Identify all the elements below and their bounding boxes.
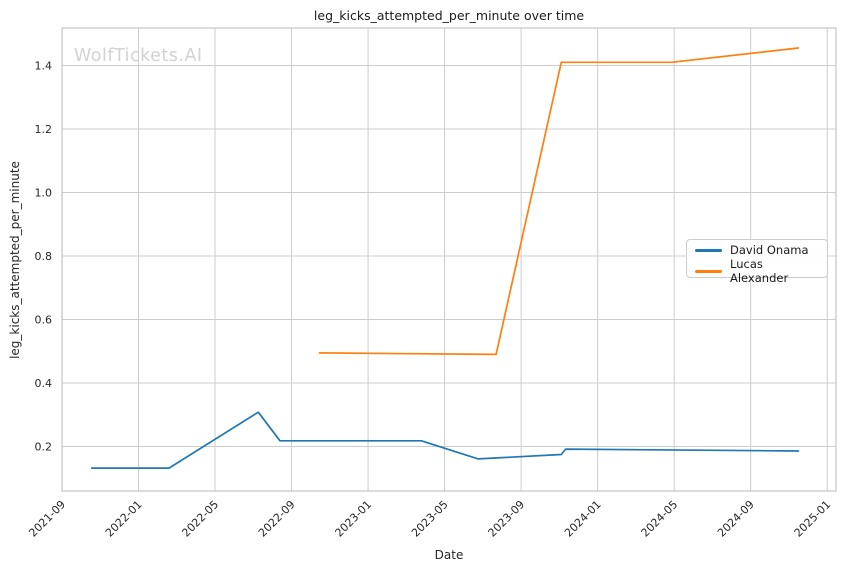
x-tick-label: 2023-05 <box>409 498 451 540</box>
x-tick-label: 2024-09 <box>715 498 757 540</box>
x-axis-label: Date <box>434 548 464 562</box>
legend-swatch-david-onama <box>695 248 722 252</box>
y-tick-label: 1.2 <box>35 123 53 136</box>
y-tick-label: 1.4 <box>35 59 53 72</box>
series-line-david-onama <box>90 411 800 469</box>
legend-label-david-onama: David Onama <box>730 243 809 257</box>
x-tick-label: 2022-05 <box>179 498 221 540</box>
x-tick-label: 2022-09 <box>256 498 298 540</box>
x-tick-label: 2023-09 <box>486 498 528 540</box>
legend: David Onama Lucas Alexander <box>686 239 828 285</box>
y-axis-label: leg_kicks_attempted_per_minute <box>8 161 22 359</box>
chart-title: leg_kicks_attempted_per_minute over time <box>313 8 585 23</box>
x-tick-label: 2021-09 <box>26 498 68 540</box>
axes-spines <box>61 27 837 492</box>
x-tick-label: 2025-01 <box>792 498 834 540</box>
x-tick-label: 2022-01 <box>103 498 145 540</box>
x-tick-label: 2023-01 <box>333 498 375 540</box>
legend-label-lucas-alexander: Lucas Alexander <box>730 257 789 285</box>
legend-swatch-lucas-alexander <box>695 269 722 273</box>
y-tick-label: 1.0 <box>35 186 53 199</box>
x-tick-label: 2024-05 <box>639 498 681 540</box>
legend-item-lucas-alexander: Lucas Alexander <box>695 257 819 285</box>
y-tick-label: 0.2 <box>35 441 53 454</box>
x-tick-label: 2024-01 <box>562 498 604 540</box>
y-tick-label: 0.6 <box>35 314 53 327</box>
y-tick-label: 0.8 <box>35 250 53 263</box>
series-line-lucas-alexander <box>318 47 800 356</box>
y-tick-label: 0.4 <box>35 377 53 390</box>
legend-item-david-onama: David Onama <box>695 243 819 257</box>
